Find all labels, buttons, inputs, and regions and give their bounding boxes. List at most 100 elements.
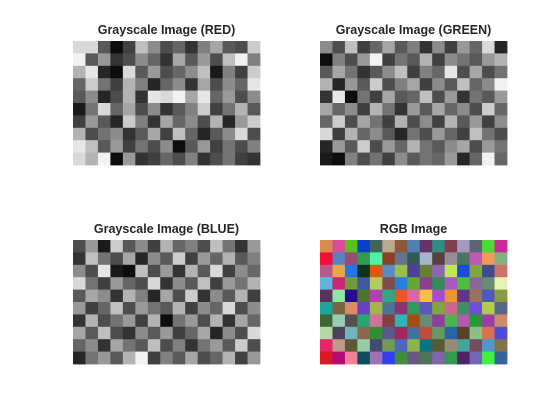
pixel-cell [235,339,248,352]
pixel-cell [122,314,136,328]
pixel-cell [73,240,86,253]
pixel-cell [444,103,458,116]
pixel-cell [394,140,408,153]
pixel-cell [185,264,199,278]
pixel-cell [197,326,211,340]
pixel-cell [482,277,495,290]
pixel-cell [419,277,433,290]
pixel-cell [382,314,396,328]
pixel-cell [419,41,433,54]
pixel-cell [197,264,211,278]
pixel-cell [235,277,248,290]
pixel-cell [482,103,495,116]
pixel-cell [147,302,161,315]
pixel-cell [247,302,261,315]
pixel-cell [357,289,371,303]
pixel-cell [110,339,124,352]
pixel-cell [344,326,358,340]
pixel-cell [332,339,346,352]
pixel-cell [394,240,408,253]
pixel-cell [357,140,371,153]
pixel-cell [320,277,333,290]
pixel-cell [332,65,346,79]
pixel-cell [147,140,161,153]
pixel-cell [122,127,136,141]
pixel-cell [210,277,223,290]
pixel-cell [210,302,223,315]
pixel-cell [494,289,508,303]
pixel-cell [320,115,333,129]
pixel-cell [247,264,261,278]
pixel-cell [222,351,236,365]
pixel-cell [320,65,333,79]
pixel-cell [407,326,421,340]
pixel-cell [394,339,408,352]
pixel-cell [444,314,458,328]
pixel-cell [382,53,396,67]
pixel-cell [247,339,261,352]
pixel-cell [332,240,346,253]
pixel-cell [210,339,223,352]
pixel-cell [357,240,371,253]
pixel-cell [382,152,396,166]
pixel-cell [110,65,124,79]
pixel-cell [382,103,396,116]
pixel-cell [247,152,261,166]
pixel-cell [344,277,358,290]
pixel-cell [235,289,248,303]
pixel-cell [469,264,483,278]
pixel-cell [369,78,383,91]
panel-grayscale-green: Grayscale Image (GREEN) [320,23,508,166]
pixel-cell [222,264,236,278]
pixel-cell [332,289,346,303]
pixel-cell [407,277,421,290]
pixel-cell [407,53,421,67]
image-grid-red [73,41,261,166]
pixel-cell [222,314,236,328]
pixel-cell [172,252,186,266]
pixel-cell [172,53,186,67]
pixel-cell [73,103,86,116]
pixel-cell [494,240,508,253]
panel-title-red: Grayscale Image (RED) [98,23,236,37]
pixel-cell [210,289,223,303]
pixel-cell [419,326,433,340]
pixel-cell [147,53,161,67]
pixel-cell [172,277,186,290]
pixel-cell [97,127,111,141]
pixel-cell [147,314,161,328]
pixel-cell [482,41,495,54]
pixel-cell [357,103,371,116]
pixel-cell [419,302,433,315]
pixel-cell [73,65,86,79]
pixel-cell [160,127,174,141]
pixel-cell [494,140,508,153]
pixel-cell [85,277,99,290]
pixel-cell [357,115,371,129]
pixel-cell [85,252,99,266]
pixel-cell [172,264,186,278]
pixel-cell [135,326,149,340]
pixel-cell [222,140,236,153]
pixel-cell [135,277,149,290]
pixel-cell [394,103,408,116]
pixel-cell [332,53,346,67]
pixel-cell [185,326,199,340]
pixel-cell [247,78,261,91]
pixel-cell [172,78,186,91]
pixel-cell [197,277,211,290]
pixel-cell [357,65,371,79]
pixel-cell [482,252,495,266]
pixel-cell [85,127,99,141]
pixel-cell [457,65,470,79]
pixel-cell [469,302,483,315]
pixel-cell [135,78,149,91]
pixel-cell [147,152,161,166]
pixel-cell [432,252,446,266]
pixel-cell [172,140,186,153]
pixel-cell [357,339,371,352]
pixel-cell [344,103,358,116]
pixel-cell [135,53,149,67]
pixel-cell [357,152,371,166]
pixel-cell [135,302,149,315]
